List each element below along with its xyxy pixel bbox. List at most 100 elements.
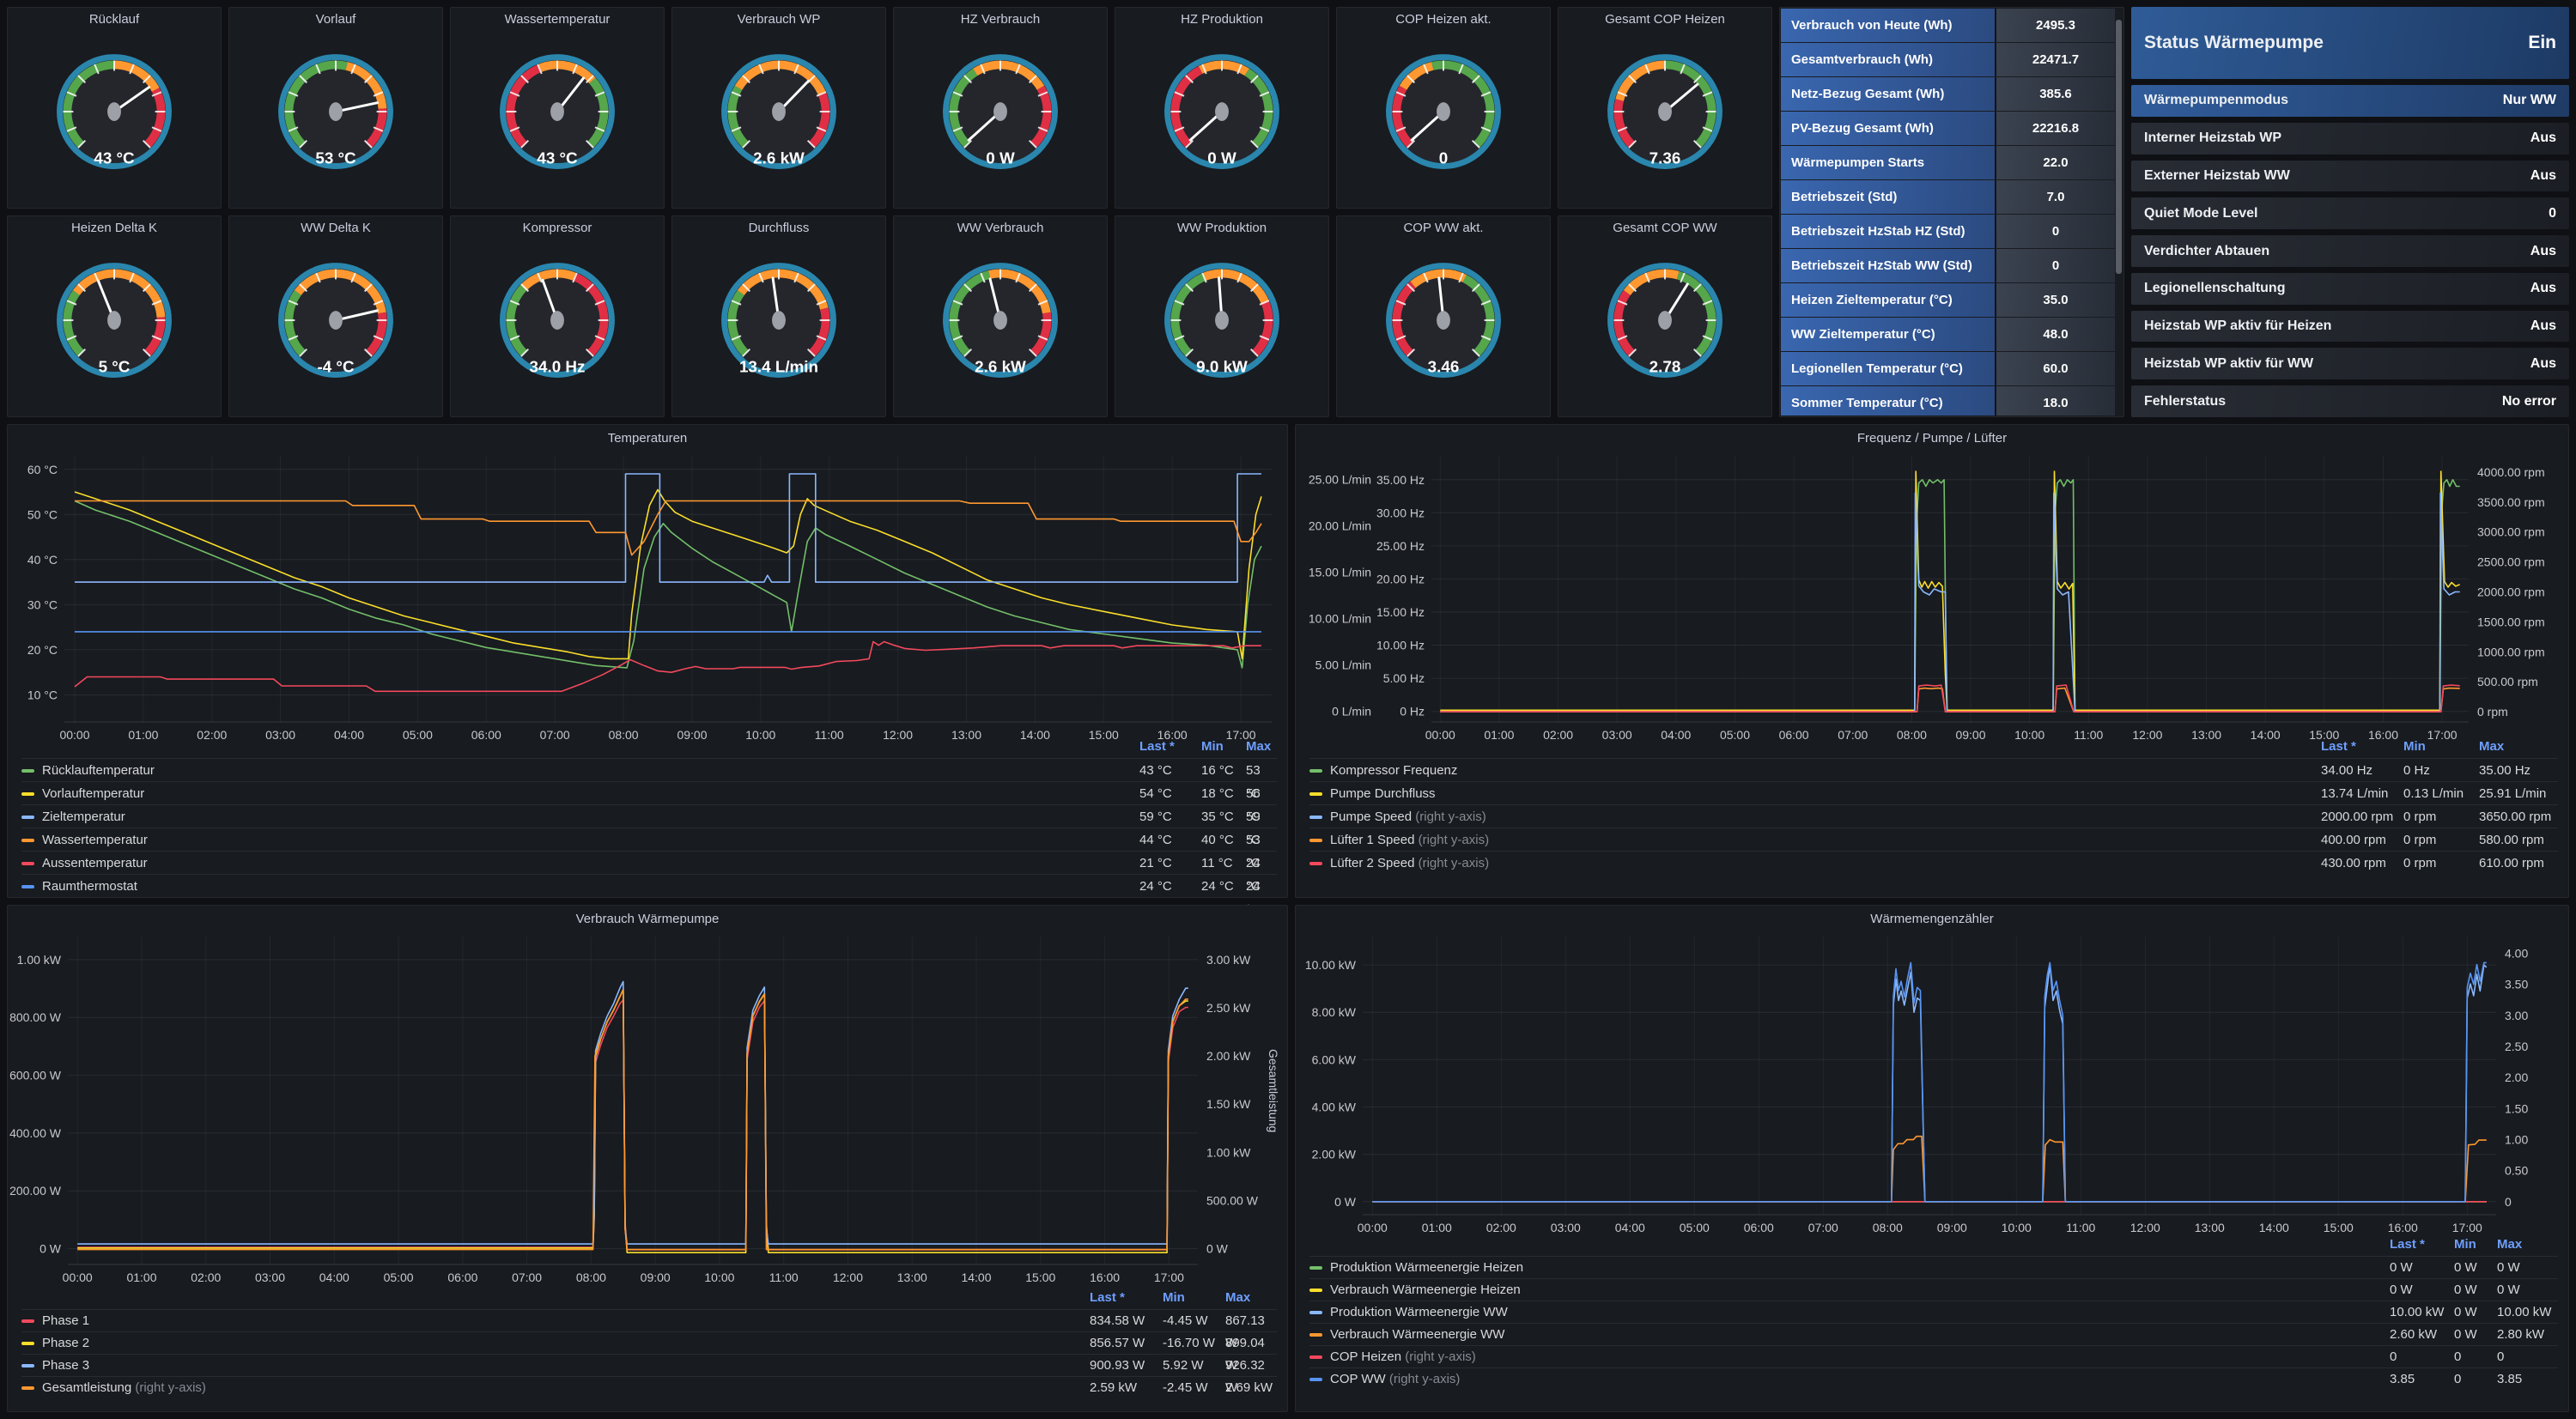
legend-color-dash <box>21 885 34 889</box>
table-row-label: Verbrauch von Heute (Wh) <box>1781 9 1996 42</box>
legend-item-vorlauftemperatur[interactable]: Vorlauftemperatur 54 °C 18 °C 56 °C <box>21 781 1277 824</box>
gauge-panel-verbrauch-wp: Verbrauch WP 2.6 kW <box>671 7 886 209</box>
gauge-arc-orange <box>294 269 386 314</box>
legend-item-produktion-w-rmeenergie-ww[interactable]: Produktion Wärmeenergie WW 10.00 kW 0 W 10.… <box>1309 1301 2558 1324</box>
legend-value: 0 <box>2497 1349 2505 1364</box>
x-tick-label: 05:00 <box>1680 1221 1710 1234</box>
axis-tick-label: 30 °C <box>27 597 58 611</box>
table-row-label: Netz-Bezug Gesamt (Wh) <box>1781 77 1996 111</box>
status-row-header: Status Wärmepumpe Ein <box>2131 7 2569 79</box>
series-line-phase-2 <box>77 988 1188 1253</box>
table-row-label: Gesamtverbrauch (Wh) <box>1781 43 1996 76</box>
gauge-value: -4 °C <box>317 358 355 376</box>
axis-tick-label: 0 W <box>39 1242 62 1256</box>
status-row-label: Heizstab WP aktiv für Heizen <box>2144 318 2332 334</box>
legend-item-verbrauch-w-rmeenergie-ww[interactable]: Verbrauch Wärmeenergie WW 2.60 kW 0 W 2.80 … <box>1309 1323 2558 1346</box>
legend-value: 3.85 <box>2497 1372 2523 1386</box>
legend-item-aussentemperatur[interactable]: Aussentemperatur 21 °C 11 °C 24 °C <box>21 851 1277 894</box>
legend-item-l-fter-1-speed[interactable]: Lüfter 1 Speed (right y-axis) 400.00 rpm 0… <box>1309 828 2558 852</box>
x-tick-label: 11:00 <box>2066 1221 2095 1234</box>
x-tick-label: 01:00 <box>1484 728 1514 742</box>
x-tick-label: 08:00 <box>609 728 639 742</box>
x-tick-label: 09:00 <box>1937 1221 1967 1234</box>
gauge-panel-wassertemperatur: Wassertemperatur 43 °C <box>450 7 665 209</box>
gauge-panel-kompressor: Kompressor 34.0 Hz <box>450 215 665 417</box>
legend-value: 610.00 rpm <box>2479 856 2544 870</box>
status-row-value: Aus <box>2530 167 2556 183</box>
legend-item-phase-3[interactable]: Phase 3 900.93 W 5.92 W 926.32 W <box>21 1354 1277 1395</box>
axis-tick-label: 20.00 L/min <box>1309 519 1371 533</box>
x-tick-label: 08:00 <box>576 1270 606 1284</box>
table-row-value: 2495.3 <box>1996 9 2115 42</box>
legend-value: 2000.00 rpm <box>2321 810 2394 824</box>
x-tick-label: 12:00 <box>2130 1221 2160 1234</box>
legend-item-wassertemperatur[interactable]: Wassertemperatur 44 °C 40 °C 53 °C <box>21 828 1277 870</box>
x-tick-label: 11:00 <box>769 1270 799 1284</box>
x-tick-label: 05:00 <box>1720 728 1750 742</box>
axis-tick-label: 3.00 <box>2505 1009 2528 1022</box>
axis-tick-label: 4000.00 rpm <box>2477 465 2545 479</box>
legend-series-name: Lüfter 2 Speed <box>1330 856 1415 870</box>
legend-item-kompressor-frequenz[interactable]: Kompressor Frequenz 34.00 Hz 0 Hz 35.00 Hz <box>1309 758 2558 782</box>
legend-item-gesamtleistung[interactable]: Gesamtleistung (right y-axis) 2.59 kW -2.4… <box>21 1376 1277 1399</box>
x-tick-label: 10:00 <box>704 1270 734 1284</box>
x-tick-label: 15:00 <box>1025 1270 1055 1284</box>
legend-color-dash <box>21 1364 34 1368</box>
legend-value: 2.80 kW <box>2497 1327 2545 1342</box>
status-row-heizstab-wp-aktiv-f-r-ww: Heizstab WP aktiv für WW Aus <box>2131 348 2569 380</box>
legend-item-pumpe-durchfluss[interactable]: Pumpe Durchfluss 13.74 L/min 0.13 L/min 25.… <box>1309 781 2558 805</box>
legend-item-cop-ww[interactable]: COP WW (right y-axis) 3.85 0 3.85 <box>1309 1367 2558 1391</box>
axis-tick-label: 30.00 Hz <box>1376 506 1425 519</box>
panel-title-temperaturen: Temperaturen <box>607 431 688 446</box>
gauge-hub <box>1658 102 1672 121</box>
legend-item-phase-1[interactable]: Phase 1 834.58 W -4.45 W 867.13 W <box>21 1309 1277 1350</box>
legend-value: 834.58 W <box>1090 1313 1145 1328</box>
legend-value: 11 °C <box>1201 856 1233 870</box>
legend-item-l-fter-2-speed[interactable]: Lüfter 2 Speed (right y-axis) 430.00 rpm 0… <box>1309 851 2558 875</box>
axis-tick-label: 20.00 Hz <box>1376 572 1425 585</box>
legend-axis-note: (right y-axis) <box>1412 810 1486 824</box>
legend-value: 53 °C <box>1246 833 1261 870</box>
legend-item-r-cklauftemperatur[interactable]: Rücklauftemperatur 43 °C 16 °C 53 °C <box>21 758 1277 801</box>
legend-value: 899.04 W <box>1225 1336 1265 1373</box>
legend-value: 430.00 rpm <box>2321 856 2386 870</box>
axis-tick-label: 25.00 Hz <box>1376 539 1425 553</box>
gauge-panel-cop-heizen-akt: COP Heizen akt. 0 <box>1336 7 1551 209</box>
legend-color-dash <box>21 769 34 773</box>
gauge-title: Gesamt COP WW <box>1613 221 1717 235</box>
table-scrollbar[interactable] <box>2116 20 2122 274</box>
legend-value: 25.91 L/min <box>2479 786 2547 801</box>
status-row-value: Aus <box>2530 281 2556 296</box>
gauge-panel-ww-produktion: WW Produktion 9.0 kW <box>1115 215 1329 417</box>
series-line-pumpe-speed <box>1440 492 2460 713</box>
legend-item-phase-2[interactable]: Phase 2 856.57 W -16.70 W 899.04 W <box>21 1331 1277 1373</box>
gauge-hub <box>329 311 343 330</box>
gauge-arc-green <box>63 290 85 357</box>
table-row-label: Legionellen Temperatur (°C) <box>1781 352 1996 385</box>
legend-item-verbrauch-w-rmeenergie-heizen[interactable]: Verbrauch Wärmeenergie Heizen 0 W 0 W 0 W <box>1309 1278 2558 1301</box>
gauge-dial-icon: 2.78 <box>1607 263 1722 378</box>
x-tick-label: 00:00 <box>63 1270 93 1284</box>
legend-series-name: Produktion Wärmeenergie WW <box>1330 1305 1508 1319</box>
legend-item-zieltemperatur[interactable]: Zieltemperatur 59 °C 35 °C 59 °C <box>21 804 1277 847</box>
legend-series-name: Zieltemperatur <box>42 810 125 824</box>
gauge-panel-hz-verbrauch: HZ Verbrauch 0 W <box>893 7 1108 209</box>
table-row: Betriebszeit HzStab HZ (Std) 0 <box>1781 215 2115 248</box>
x-tick-label: 14:00 <box>961 1270 991 1284</box>
gauge-hub <box>107 311 121 330</box>
axis-tick-label: 5.00 L/min <box>1315 658 1371 672</box>
gauge-title: Verbrauch WP <box>737 12 821 27</box>
panel-temperaturen: Temperaturen 10 °C 20 °C 30 °C 40 °C 50 °C 60… <box>7 424 1288 917</box>
gauge-dial-icon: 9.0 kW <box>1164 263 1279 378</box>
legend-item-cop-heizen[interactable]: COP Heizen (right y-axis) 0 0 0 <box>1309 1345 2558 1368</box>
x-tick-label: 06:00 <box>471 728 501 742</box>
legend-item-produktion-w-rmeenergie-heizen[interactable]: Produktion Wärmeenergie Heizen 0 W 0 W 0 W <box>1309 1256 2558 1279</box>
table-row-value: 48.0 <box>1996 318 2115 351</box>
status-row-heizstab-wp-aktiv-f-r-heizen: Heizstab WP aktiv für Heizen Aus <box>2131 310 2569 343</box>
gauge-value: 43 °C <box>94 149 135 167</box>
legend-item-pumpe-speed[interactable]: Pumpe Speed (right y-axis) 2000.00 rpm 0 r… <box>1309 804 2558 828</box>
gauge-hub <box>772 311 786 330</box>
legend-axis-note: (right y-axis) <box>1385 1372 1461 1386</box>
x-tick-label: 11:00 <box>815 728 844 742</box>
